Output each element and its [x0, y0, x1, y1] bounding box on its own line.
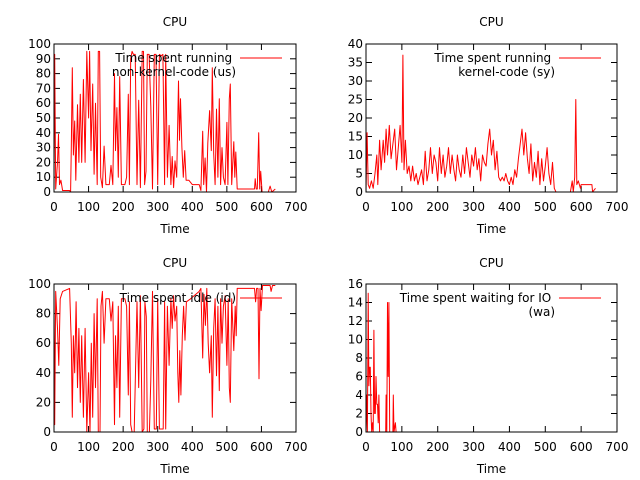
- y-tick-label: 10: [348, 148, 363, 162]
- y-tick-label: 100: [28, 277, 51, 291]
- series-line: [53, 50, 276, 193]
- y-tick-label: 30: [36, 141, 51, 155]
- plot-border: [53, 43, 297, 193]
- x-tick-label: 700: [606, 440, 629, 454]
- x-tick-label: 700: [285, 200, 308, 214]
- y-tick-label: 0: [43, 425, 51, 439]
- y-tick-label: 0: [355, 425, 363, 439]
- plot-border: [365, 43, 618, 193]
- y-tick-label: 12: [348, 314, 363, 328]
- chart-title: CPU: [163, 256, 187, 270]
- x-tick-label: 600: [570, 440, 593, 454]
- y-tick-label: 20: [348, 111, 363, 125]
- x-tick-label: 600: [250, 440, 273, 454]
- y-tick-label: 90: [36, 52, 51, 66]
- x-tick-label: 0: [50, 440, 58, 454]
- x-tick-label: 600: [570, 200, 593, 214]
- x-axis-label: Time: [159, 462, 189, 476]
- y-tick-label: 50: [36, 111, 51, 125]
- plot-border: [53, 283, 297, 433]
- y-tick-label: 6: [355, 370, 363, 384]
- y-tick-label: 40: [36, 366, 51, 380]
- y-tick-label: 60: [36, 96, 51, 110]
- chart-panel-4: CPU Time 0 100 200 300 400 500 600 700 0 2 4 6 8 10 12 14…: [348, 256, 629, 476]
- x-tick-label: 500: [534, 200, 557, 214]
- y-tick-label: 40: [348, 37, 363, 51]
- chart-panel-3: CPU Time 0 100 200 300 400 500 600 700 0 20 40 60 80 10…: [28, 256, 307, 476]
- x-tick-label: 300: [462, 440, 485, 454]
- y-tick-label: 40: [36, 126, 51, 140]
- x-tick-label: 0: [362, 440, 370, 454]
- y-tick-label: 60: [36, 336, 51, 350]
- y-tick-label: 0: [43, 185, 51, 199]
- x-tick-label: 700: [285, 440, 308, 454]
- series-line: [365, 292, 596, 433]
- x-tick-label: 0: [50, 200, 58, 214]
- y-tick-label: 16: [348, 277, 363, 291]
- y-tick-label: 14: [348, 296, 363, 310]
- x-tick-label: 200: [112, 440, 135, 454]
- y-tick-label: 8: [355, 351, 363, 365]
- x-tick-label: 600: [250, 200, 273, 214]
- x-tick-label: 100: [77, 440, 100, 454]
- x-tick-label: 500: [534, 440, 557, 454]
- chart-title: CPU: [163, 15, 187, 29]
- x-tick-label: 300: [146, 200, 169, 214]
- y-tick-label: 30: [348, 74, 363, 88]
- y-tick-label: 10: [36, 170, 51, 184]
- chart-title: CPU: [479, 256, 503, 270]
- y-tick-label: 80: [36, 307, 51, 321]
- x-tick-label: 500: [215, 200, 238, 214]
- x-tick-label: 100: [390, 200, 413, 214]
- x-tick-label: 400: [181, 440, 204, 454]
- y-tick-label: 20: [36, 155, 51, 169]
- x-tick-label: 200: [426, 440, 449, 454]
- x-tick-label: 300: [146, 440, 169, 454]
- y-tick-label: 5: [355, 167, 363, 181]
- y-tick-label: 2: [355, 407, 363, 421]
- series-line: [53, 285, 276, 433]
- chart-panel-2: CPU Time 0 100 200 300 400 500 600 700 0 5 10 15 20 25 3…: [348, 15, 629, 236]
- plot-border: [365, 283, 618, 433]
- y-tick-label: 80: [36, 67, 51, 81]
- y-tick-label: 35: [348, 56, 363, 70]
- x-tick-label: 700: [606, 200, 629, 214]
- x-tick-label: 200: [112, 200, 135, 214]
- y-tick-label: 100: [28, 37, 51, 51]
- legend-label: Time spent running kernel-code (sy): [433, 51, 555, 79]
- legend-label: Time spent idle (id): [119, 291, 236, 305]
- y-tick-label: 4: [355, 388, 363, 402]
- legend-label: Time spent waiting for IO (wa): [399, 291, 555, 319]
- x-tick-label: 200: [426, 200, 449, 214]
- x-axis-label: Time: [476, 222, 506, 236]
- chart-title: CPU: [479, 15, 503, 29]
- x-tick-label: 0: [362, 200, 370, 214]
- x-tick-label: 300: [462, 200, 485, 214]
- y-tick-label: 70: [36, 81, 51, 95]
- y-tick-label: 15: [348, 130, 363, 144]
- series-line: [365, 54, 596, 193]
- y-tick-label: 0: [355, 185, 363, 199]
- y-tick-label: 25: [348, 93, 363, 107]
- x-tick-label: 400: [498, 440, 521, 454]
- x-tick-label: 100: [390, 440, 413, 454]
- x-axis-label: Time: [159, 222, 189, 236]
- legend-label: Time spent running non-kernel-code (us): [112, 51, 236, 79]
- x-tick-label: 400: [498, 200, 521, 214]
- x-tick-label: 400: [181, 200, 204, 214]
- x-tick-label: 100: [77, 200, 100, 214]
- x-tick-label: 500: [215, 440, 238, 454]
- x-axis-label: Time: [476, 462, 506, 476]
- y-tick-label: 20: [36, 395, 51, 409]
- y-tick-label: 10: [348, 333, 363, 347]
